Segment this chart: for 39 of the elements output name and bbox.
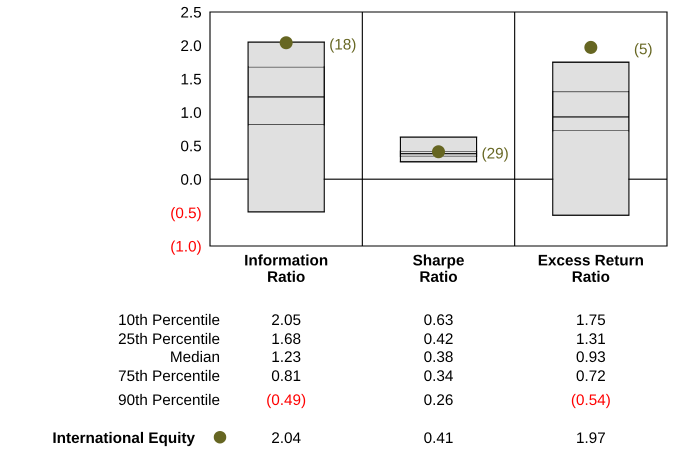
annotation: (5) xyxy=(634,43,652,58)
data-label: 1.97 xyxy=(577,432,605,444)
x-tick-label: Information Ratio xyxy=(245,254,328,282)
text: 2.05 xyxy=(272,314,300,326)
y-tick-label: 1.5 xyxy=(182,74,202,85)
annotation: (29) xyxy=(482,147,508,162)
text: 0.26 xyxy=(424,394,453,406)
text: 0.81 xyxy=(272,370,300,382)
text: 1.68 xyxy=(272,333,300,344)
text: 75th Percentile xyxy=(118,370,220,382)
text: (0.54) xyxy=(572,394,610,408)
text: 1.23 xyxy=(272,351,300,362)
data-label: 2.04 xyxy=(272,432,301,444)
text: 0.38 xyxy=(424,351,453,362)
text: 25th Percentile xyxy=(118,332,220,344)
y-tick-label: 0.0 xyxy=(181,174,202,185)
text: 0.72 xyxy=(576,370,605,382)
y-tick-label: (1.0) xyxy=(171,240,201,255)
text: 0.63 xyxy=(424,314,453,326)
text: (0.49) xyxy=(267,394,306,408)
x-tick-label: Excess Return Ratio xyxy=(538,254,643,282)
legend-label: International Equity xyxy=(53,432,195,446)
text: Median xyxy=(171,350,220,362)
text: 0.34 xyxy=(424,370,453,382)
text: 0.42 xyxy=(424,333,453,344)
y-tick-label: 2.0 xyxy=(181,40,202,52)
annotation: (18) xyxy=(330,38,356,53)
text: 0.93 xyxy=(576,351,606,362)
text: 10th Percentile xyxy=(119,314,220,326)
data-label: 0.41 xyxy=(424,432,453,444)
y-tick-label: 0.5 xyxy=(181,140,202,152)
point xyxy=(584,40,598,54)
y-tick-label: 1.0 xyxy=(182,107,202,118)
x-tick-label: Sharpe Ratio xyxy=(413,254,464,282)
y-tick-label: 2.5 xyxy=(181,6,202,18)
text: 1.75 xyxy=(577,314,606,326)
y-tick-label: (0.5) xyxy=(171,207,201,222)
text: 1.31 xyxy=(577,333,605,344)
text: 90th Percentile xyxy=(118,394,220,406)
